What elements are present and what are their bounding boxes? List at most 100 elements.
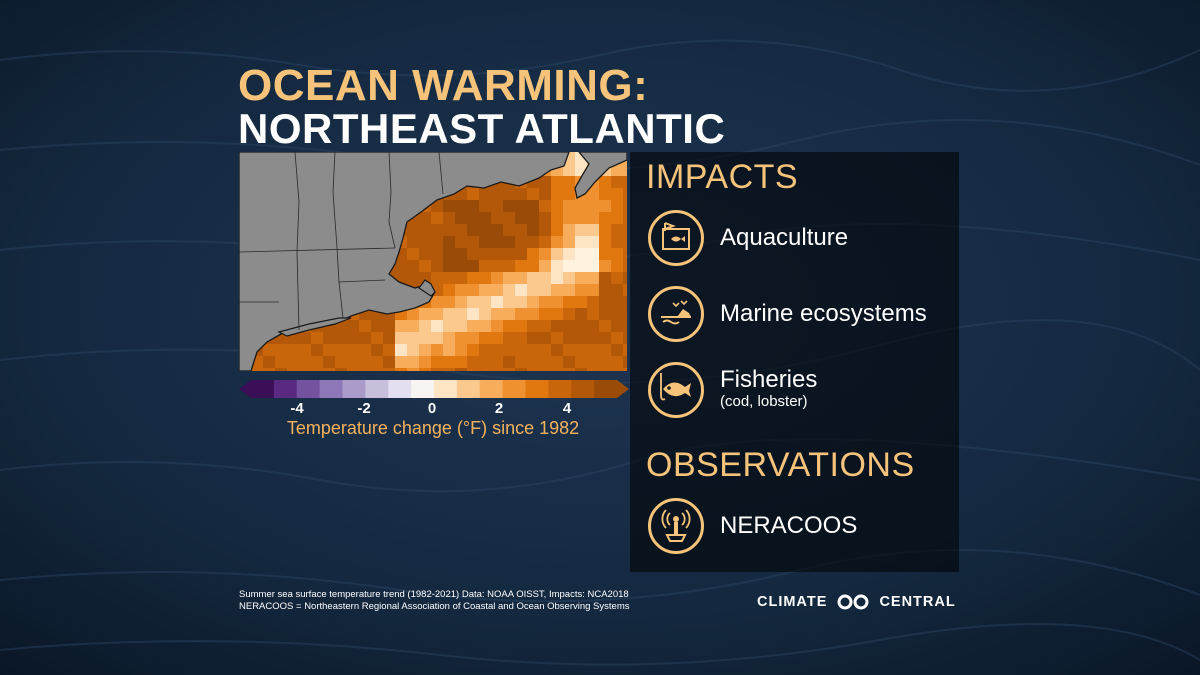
ocean-cell (599, 260, 611, 272)
colorbar-cell (388, 380, 412, 398)
ocean-cell (455, 212, 467, 224)
ocean-cell (479, 332, 491, 344)
ocean-cell (455, 296, 467, 308)
ocean-cell (611, 308, 623, 320)
ocean-cell (527, 200, 539, 212)
ocean-cell (575, 356, 587, 368)
ocean-cell (503, 368, 515, 371)
ocean-cell (443, 200, 455, 212)
ocean-cell (539, 296, 551, 308)
ocean-cell (563, 248, 575, 260)
ocean-cell (623, 176, 627, 188)
ocean-cell (491, 368, 503, 371)
ocean-cell (431, 260, 443, 272)
cape-cod (418, 279, 436, 297)
ocean-cell (515, 260, 527, 272)
ocean-cell (443, 344, 455, 356)
ocean-cell (419, 344, 431, 356)
ocean-cell (611, 344, 623, 356)
ocean-cell (515, 368, 527, 371)
ocean-cell (587, 236, 599, 248)
ocean-cell (587, 260, 599, 272)
ocean-cell (575, 248, 587, 260)
ocean-cell (563, 356, 575, 368)
ocean-cell (467, 332, 479, 344)
aquaculture-icon (648, 210, 704, 266)
ocean-cell (563, 368, 575, 371)
ocean-cell (527, 356, 539, 368)
ocean-cell (539, 212, 551, 224)
ocean-cell (371, 344, 383, 356)
ocean-cell (551, 212, 563, 224)
ocean-cell (491, 260, 503, 272)
ocean-cell (467, 236, 479, 248)
colorbar-cell (479, 380, 504, 398)
ocean-cell (299, 356, 311, 368)
ocean-cell (515, 272, 527, 284)
ocean-cell (563, 332, 575, 344)
ocean-cell (299, 332, 311, 344)
ocean-cell (599, 272, 611, 284)
ocean-cell (551, 200, 563, 212)
fish-icon (648, 362, 704, 418)
ocean-cell (275, 356, 287, 368)
ocean-cell (251, 368, 263, 371)
ocean-cell (503, 224, 515, 236)
ocean-cell (431, 320, 443, 332)
ocean-cell (611, 296, 623, 308)
ocean-cell (323, 356, 335, 368)
ocean-cell (587, 320, 599, 332)
ocean-cell (623, 212, 627, 224)
ocean-cell (395, 332, 407, 344)
ocean-cell (563, 260, 575, 272)
ocean-cell (419, 308, 431, 320)
colorbar-arrow-low (239, 380, 251, 398)
ocean-cell (407, 356, 419, 368)
ocean-cell (623, 164, 627, 176)
colorbar-tick: 2 (494, 400, 504, 417)
ocean-cell (299, 344, 311, 356)
ocean-cell (443, 332, 455, 344)
ocean-cell (383, 368, 395, 371)
ocean-cell (587, 296, 599, 308)
ocean-cell (527, 224, 539, 236)
ocean-cell (407, 260, 419, 272)
ocean-cell (599, 308, 611, 320)
ocean-cell (527, 188, 539, 200)
ocean-cell (563, 272, 575, 284)
ocean-cell (599, 236, 611, 248)
ocean-cell (623, 368, 627, 371)
ocean-cell (587, 200, 599, 212)
ocean-cell (275, 344, 287, 356)
colorbar-cell (456, 380, 481, 398)
ocean-cell (599, 296, 611, 308)
ocean-cell (611, 320, 623, 332)
ocean-cell (539, 272, 551, 284)
colorbar (239, 380, 629, 398)
ocean-cell (395, 368, 407, 371)
ocean-cell (359, 368, 371, 371)
ocean-cell (479, 344, 491, 356)
ocean-cell (491, 212, 503, 224)
ocean-cell (491, 236, 503, 248)
impacts-heading: IMPACTS (646, 158, 799, 196)
ocean-cell (311, 356, 323, 368)
ocean-cell (347, 368, 359, 371)
ocean-cell (539, 224, 551, 236)
ocean-cell (443, 260, 455, 272)
impact-item-aquaculture: Aquaculture (646, 210, 956, 272)
ocean-cell (371, 368, 383, 371)
ocean-cell (575, 260, 587, 272)
colorbar-cell (273, 380, 298, 398)
ocean-cell (515, 308, 527, 320)
ocean-cell (419, 224, 431, 236)
ocean-cell (287, 344, 299, 356)
ocean-cell (515, 200, 527, 212)
ocean-cell (407, 320, 419, 332)
ocean-cell (455, 356, 467, 368)
ocean-cell (623, 224, 627, 236)
ocean-cell (359, 344, 371, 356)
ocean-cell (623, 272, 627, 284)
ocean-cell (611, 356, 623, 368)
climate-central-logo[interactable]: CLIMATE CENTRAL (757, 594, 962, 612)
